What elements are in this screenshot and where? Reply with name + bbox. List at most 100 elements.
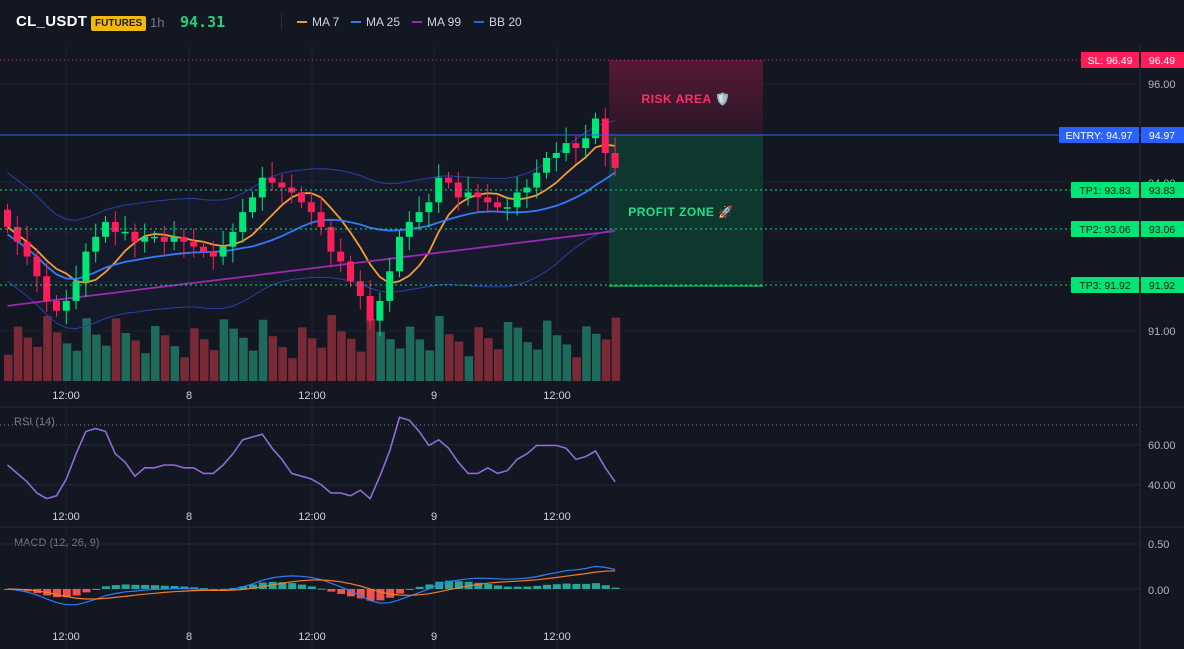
macd-hist-bar	[582, 583, 591, 589]
profit-zone-label: PROFIT ZONE 🚀	[628, 205, 733, 219]
entry-label[interactable]: ENTRY: 94.97 94.97	[1059, 127, 1184, 143]
volume-bar	[200, 339, 209, 381]
volume-bar	[278, 347, 287, 381]
candle-body	[141, 236, 149, 242]
macd-hist-bar	[503, 586, 512, 589]
tp3-label[interactable]: TP3: 91.92 91.92	[1071, 277, 1184, 293]
legend-bb20[interactable]: BB 20	[474, 15, 522, 29]
volume-bar	[82, 318, 91, 381]
candle-body	[219, 246, 227, 257]
candle-body	[298, 192, 305, 203]
macd-hist-bar	[415, 586, 424, 589]
candle-body	[239, 212, 247, 232]
candle-body	[503, 207, 511, 209]
legend-ma25[interactable]: MA 25	[351, 15, 400, 29]
last-price: 94.31	[180, 13, 226, 31]
macd-hist-bar	[445, 580, 453, 589]
volume-bar	[484, 338, 493, 381]
macd-panel[interactable]: MACD (12, 26, 9) 0.50 0.00	[0, 537, 1169, 606]
candle-body	[464, 192, 472, 198]
tp1-label[interactable]: TP1: 93.83 93.83	[1071, 182, 1184, 198]
macd-hist-bar	[298, 584, 306, 589]
tp1-label-text: TP1: 93.83	[1079, 185, 1131, 197]
candle-body	[386, 271, 394, 301]
macd-tick-050: 0.50	[1148, 539, 1169, 551]
sl-label[interactable]: SL: 96.49 96.49	[1081, 52, 1184, 68]
candle-body	[376, 300, 384, 321]
volume-bar	[43, 316, 52, 381]
macd-hist-bar	[141, 584, 150, 589]
macd-hist-bar	[396, 589, 404, 594]
sl-axis-value: 96.49	[1149, 55, 1175, 67]
entry-label-text: ENTRY: 94.97	[1066, 130, 1133, 142]
price-tick-96: 96.00	[1148, 79, 1176, 91]
volume-bar	[180, 357, 189, 381]
candle-body	[170, 236, 178, 242]
rsi-panel[interactable]: RSI (14) 60.00 40.00	[0, 416, 1176, 500]
volume-bar	[160, 335, 170, 381]
candle-body	[33, 256, 41, 277]
candle-body	[111, 222, 119, 232]
macd-hist-bar	[200, 588, 208, 590]
time-tick: 12:00	[298, 511, 326, 523]
macd-hist-bar	[111, 585, 120, 589]
volume-bar	[298, 327, 307, 381]
volume-bar	[592, 333, 601, 381]
risk-area-zone[interactable]: RISK AREA 🛡️	[609, 60, 763, 135]
volume-bar	[445, 334, 454, 381]
tp3-label-text: TP3: 91.92	[1079, 280, 1131, 292]
volume-bar	[366, 319, 376, 381]
volume-bar	[131, 340, 140, 381]
volume-bar	[249, 350, 258, 381]
time-tick: 12:00	[298, 390, 326, 402]
macd-hist-bar	[219, 588, 228, 590]
volume-bar	[268, 336, 278, 381]
macd-signal-line	[7, 570, 616, 600]
symbol-title[interactable]: CL_USDT	[16, 13, 88, 30]
volume-bar	[317, 347, 327, 381]
candle-body	[513, 192, 521, 208]
macd-hist-bar	[288, 583, 297, 589]
macd-hist-bar	[523, 586, 532, 589]
candle-body	[327, 226, 335, 252]
candle-body	[200, 246, 207, 252]
legend-ma99[interactable]: MA 99	[412, 15, 461, 29]
macd-hist-bar	[180, 586, 189, 589]
time-tick: 9	[431, 390, 437, 402]
volume-bar	[62, 343, 72, 381]
macd-hist-bar	[53, 589, 61, 598]
candle-body	[190, 241, 198, 247]
volume-bars	[4, 315, 621, 381]
macd-hist-bar	[258, 582, 267, 589]
volume-bar	[523, 342, 532, 381]
volume-bar	[53, 332, 62, 381]
macd-hist-bar	[62, 589, 71, 598]
profit-zone[interactable]: PROFIT ZONE 🚀	[609, 135, 763, 287]
candle-body	[494, 202, 501, 208]
candle-body	[366, 295, 374, 321]
candle-body	[396, 236, 403, 272]
volume-bar	[4, 354, 13, 381]
chart-header: CL_USDT FUTURES 1h 94.31 MA 7 MA 25 MA 9…	[0, 0, 1184, 46]
candle-body	[484, 197, 492, 203]
macd-hist-bar	[425, 584, 434, 589]
candle-body	[592, 118, 599, 139]
bb-lower	[7, 228, 616, 330]
volume-bar	[111, 318, 121, 381]
volume-bar	[415, 339, 425, 381]
candle-body	[229, 231, 237, 247]
legend-ma7[interactable]: MA 7	[297, 15, 339, 29]
tp2-label[interactable]: TP2: 93.06 93.06	[1071, 221, 1184, 237]
volume-bar	[474, 327, 483, 381]
timeframe-label[interactable]: 1h	[150, 15, 165, 30]
candle-body	[543, 157, 550, 173]
macd-hist-bar	[533, 585, 542, 589]
time-tick: 9	[431, 511, 437, 523]
volume-bar	[513, 327, 523, 381]
candle-body	[4, 209, 11, 227]
candles[interactable]	[4, 107, 619, 337]
legend-ma25-label: MA 25	[366, 15, 401, 29]
candle-body	[317, 212, 325, 227]
candle-body	[347, 261, 354, 282]
